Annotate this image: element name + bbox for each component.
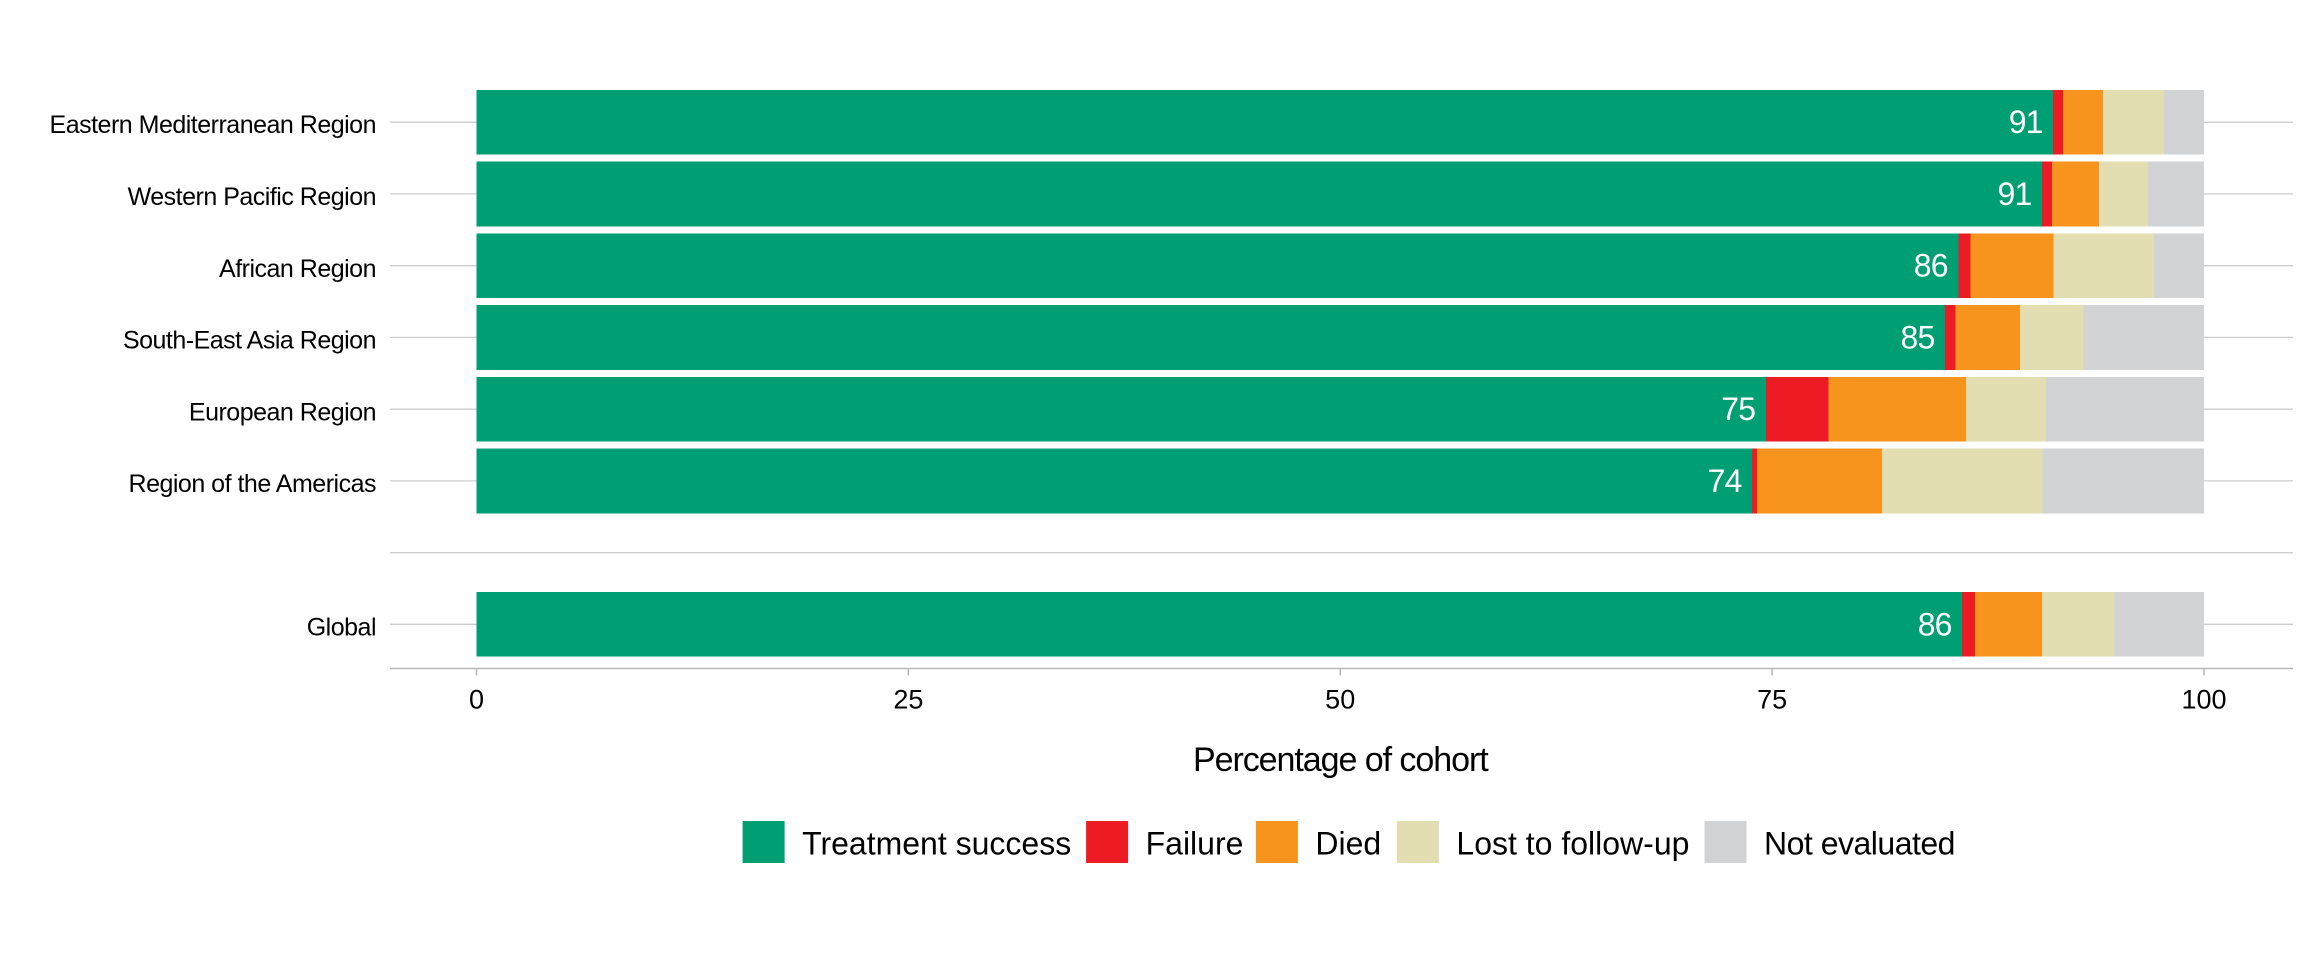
svg-text:Region of the Americas: Region of the Americas bbox=[129, 470, 376, 498]
svg-text:Western Pacific Region: Western Pacific Region bbox=[128, 183, 376, 211]
svg-text:Died: Died bbox=[1315, 826, 1381, 862]
svg-text:50: 50 bbox=[1325, 685, 1355, 715]
svg-text:100: 100 bbox=[2181, 685, 2226, 715]
svg-text:South-East Asia Region: South-East Asia Region bbox=[123, 327, 376, 355]
svg-text:Lost to follow-up: Lost to follow-up bbox=[1456, 826, 1689, 862]
svg-text:0: 0 bbox=[469, 685, 484, 715]
svg-text:Failure: Failure bbox=[1146, 826, 1244, 862]
svg-text:European Region: European Region bbox=[189, 398, 376, 426]
svg-text:85: 85 bbox=[1901, 319, 1935, 355]
svg-text:91: 91 bbox=[2009, 104, 2043, 140]
svg-text:86: 86 bbox=[1918, 606, 1952, 642]
svg-text:86: 86 bbox=[1914, 248, 1948, 284]
svg-text:Treatment success: Treatment success bbox=[802, 826, 1071, 862]
svg-text:Not evaluated: Not evaluated bbox=[1764, 826, 1955, 862]
svg-text:Percentage of cohort: Percentage of cohort bbox=[1193, 741, 1489, 779]
svg-text:African Region: African Region bbox=[219, 255, 376, 283]
svg-text:Eastern Mediterranean Region: Eastern Mediterranean Region bbox=[50, 111, 376, 139]
svg-text:91: 91 bbox=[1998, 176, 2032, 212]
svg-text:74: 74 bbox=[1708, 463, 1742, 499]
svg-text:75: 75 bbox=[1721, 391, 1755, 427]
svg-text:25: 25 bbox=[893, 685, 923, 715]
svg-text:Global: Global bbox=[307, 613, 376, 641]
svg-text:75: 75 bbox=[1757, 685, 1787, 715]
